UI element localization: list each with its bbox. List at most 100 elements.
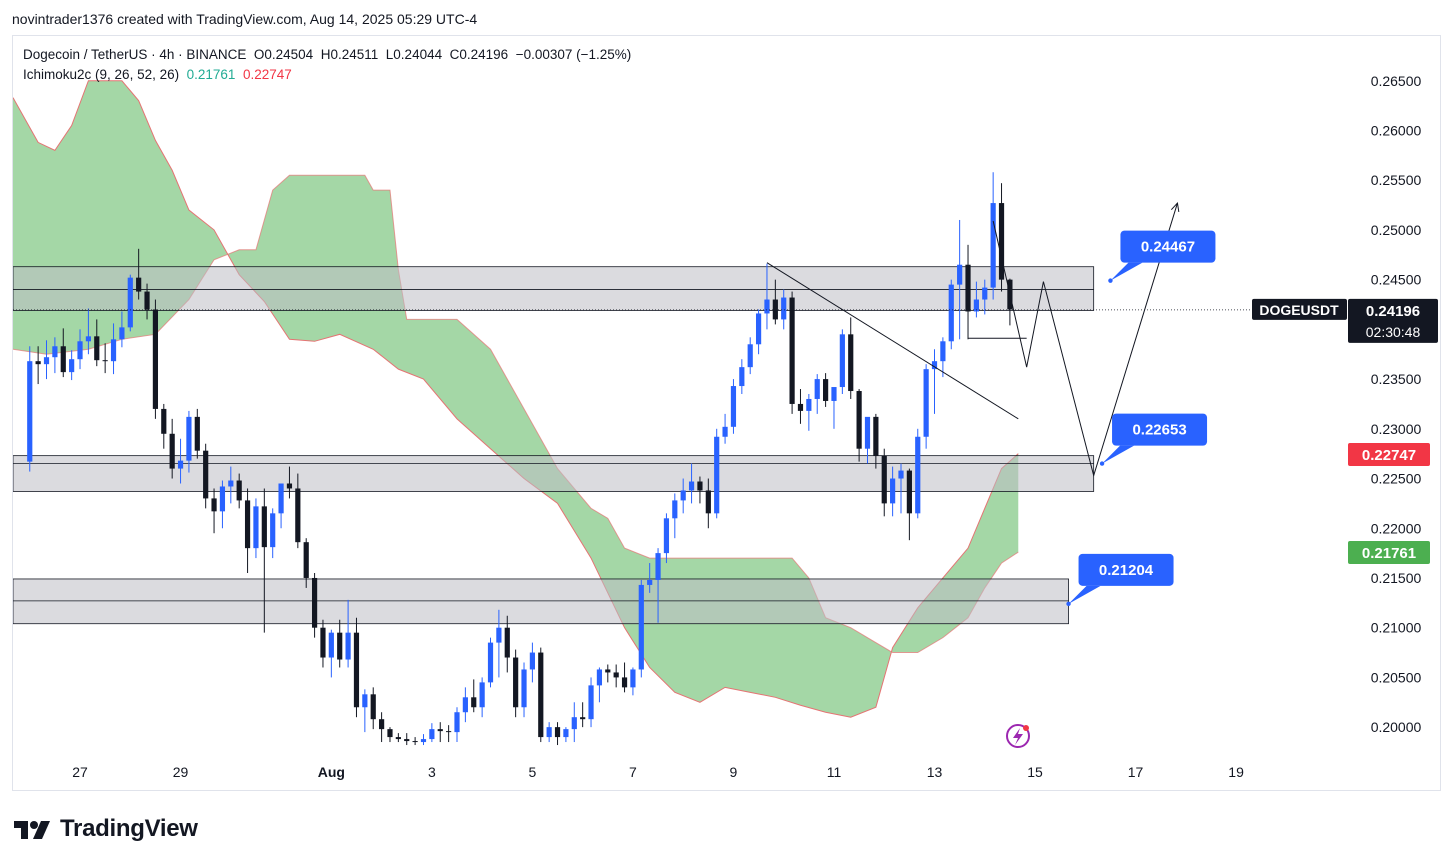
candle-body — [881, 455, 887, 504]
candle — [781, 289, 787, 330]
candle-body — [655, 553, 661, 580]
candle — [864, 416, 871, 464]
candle-body — [27, 361, 33, 462]
current-price-label[interactable]: DOGEUSDT 0.24196 02:30:48 — [1252, 298, 1438, 343]
y-tick-label: 0.26500 — [1371, 73, 1422, 89]
callout-anchor — [1066, 601, 1071, 607]
time-axis: 27 29 Aug 3 5 7 9 11 13 15 17 19 — [72, 764, 1244, 780]
candle-body — [320, 627, 326, 658]
candle-body — [638, 584, 644, 670]
price-callout[interactable]: 0.22653 — [1099, 413, 1208, 466]
candle — [77, 329, 83, 370]
candle-body — [931, 361, 938, 370]
candle-body — [940, 341, 946, 362]
candle-body — [513, 657, 519, 708]
candle — [320, 619, 326, 668]
candle-body — [136, 277, 142, 292]
candle-body — [85, 336, 91, 342]
candle — [387, 727, 393, 743]
candle-body — [270, 513, 276, 548]
candle — [554, 722, 561, 746]
candle — [605, 664, 611, 683]
price-callout[interactable]: 0.21204 — [1066, 553, 1174, 607]
candle-body — [781, 297, 787, 320]
candle-body — [864, 416, 871, 449]
price-tag-bg — [1348, 298, 1438, 343]
candle — [923, 364, 929, 449]
lightning-icon[interactable] — [1006, 724, 1030, 748]
candle-body — [898, 470, 904, 479]
candle-body — [420, 739, 427, 743]
candle-body — [621, 677, 628, 688]
candle-body — [69, 359, 75, 373]
tradingview-brand[interactable]: TradingView — [14, 815, 198, 843]
candle-body — [605, 669, 611, 673]
candle — [236, 473, 242, 509]
candle — [538, 647, 544, 743]
candle — [194, 408, 200, 459]
candle — [110, 323, 117, 375]
candle — [772, 279, 778, 325]
chart-caption: novintrader1376 created with TradingView… — [12, 11, 478, 27]
candle — [596, 667, 603, 703]
candle — [873, 413, 879, 469]
candle — [655, 548, 661, 623]
candle — [437, 722, 443, 743]
price-callout[interactable]: 0.24467 — [1108, 230, 1216, 283]
candle-body — [454, 712, 460, 733]
candle-body — [647, 579, 653, 585]
candle — [169, 418, 175, 479]
indicator-name: Ichimoku2c — [23, 67, 92, 82]
candle — [69, 350, 75, 381]
candle-body — [295, 488, 301, 543]
candle — [479, 677, 485, 718]
x-tick-label: Aug — [318, 764, 345, 780]
span-b-line — [13, 174, 1019, 654]
candle — [203, 443, 209, 509]
candle — [529, 642, 535, 683]
y-tick-label: 0.23000 — [1371, 421, 1422, 437]
callout-text: 0.22653 — [1132, 422, 1186, 439]
high-value: 0.24511 — [330, 47, 379, 62]
candle — [186, 410, 192, 473]
candle-body — [395, 737, 401, 740]
zone-box-1[interactable] — [13, 266, 1095, 311]
zone-box-2[interactable] — [13, 455, 1095, 492]
candle — [898, 463, 904, 514]
candle-body — [219, 486, 226, 512]
close-value: 0.24196 — [459, 47, 509, 62]
candle — [462, 687, 468, 723]
candle — [395, 733, 401, 743]
callout-text: 0.24467 — [1141, 239, 1195, 256]
callout-pointer — [1102, 445, 1135, 464]
candle — [286, 466, 293, 499]
candle — [219, 480, 226, 529]
candle-body — [764, 299, 770, 314]
indicator-tag-text: 0.22747 — [1362, 447, 1416, 464]
candle-body — [630, 669, 636, 688]
candle-body — [387, 729, 393, 738]
zone-box-3[interactable] — [13, 578, 1069, 625]
candle-body — [429, 729, 435, 740]
candle — [244, 488, 251, 573]
candle — [136, 248, 142, 300]
candle — [663, 513, 670, 564]
candle-body — [831, 387, 837, 401]
candle — [270, 508, 276, 559]
trendline[interactable] — [766, 262, 1019, 420]
candle-body — [839, 334, 845, 388]
candle-body — [311, 577, 318, 628]
projection-path[interactable] — [992, 202, 1178, 478]
indicator-row[interactable]: Ichimoku2c (9, 26, 52, 26) 0.21761 0.227… — [23, 65, 631, 85]
candle-body — [948, 284, 954, 342]
candle — [705, 478, 711, 529]
candle — [119, 311, 125, 348]
candle-body — [404, 739, 410, 742]
candle — [454, 707, 460, 743]
candle-body — [52, 346, 58, 358]
candle — [588, 677, 594, 728]
indicator-params: (9, 26, 52, 26) — [95, 67, 180, 82]
candle-body — [462, 697, 468, 713]
candle — [471, 679, 477, 713]
